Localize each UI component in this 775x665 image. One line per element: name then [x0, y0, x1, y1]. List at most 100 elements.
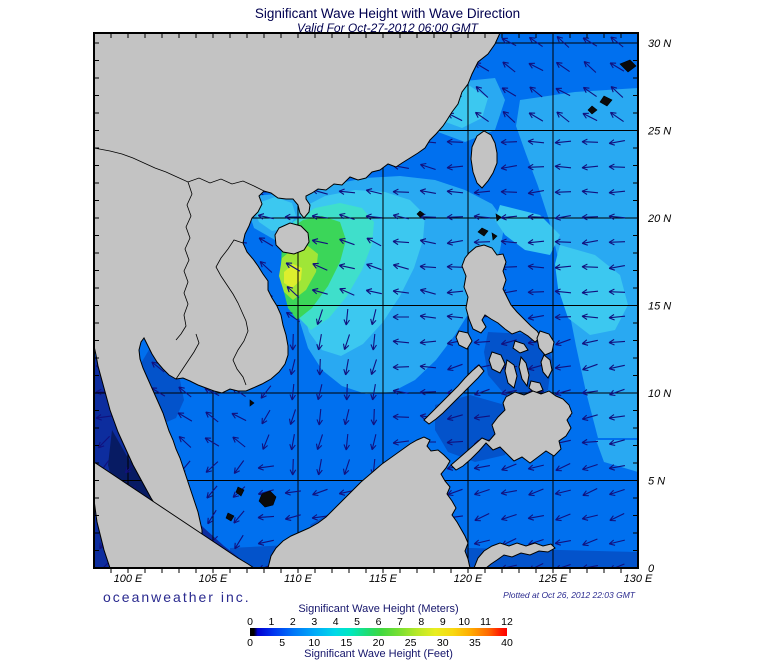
wave-direction-arrow: [284, 213, 301, 221]
map-shape: [461, 244, 542, 343]
wave-direction-arrow: [500, 188, 518, 196]
lon-axis-label: 100 E: [114, 573, 143, 585]
wave-direction-arrow: [554, 489, 571, 496]
wave-direction-arrow: [500, 389, 517, 396]
wave-direction-arrow: [500, 164, 517, 171]
wave-direction-arrow: [419, 388, 437, 396]
wave-direction-arrow: [419, 188, 436, 195]
wave-direction-arrow: [527, 163, 545, 171]
wave-direction-arrow: [370, 434, 377, 451]
wave-direction-arrow: [528, 112, 544, 122]
legend-scale-feet: 0 5 10 15 20 25 30 35 40: [247, 637, 513, 649]
wave-direction-arrow: [473, 213, 491, 220]
wave-direction-arrow: [473, 338, 491, 346]
wave-direction-arrow: [392, 313, 409, 321]
wave-direction-arrow: [581, 164, 599, 171]
wave-direction-arrow: [343, 433, 350, 451]
wave-direction-arrow: [257, 513, 275, 521]
wave-direction-arrow: [556, 35, 570, 48]
feet-tick: 20: [372, 637, 385, 649]
map-shape: [488, 351, 506, 374]
wave-direction-arrow: [339, 287, 355, 296]
wave-direction-arrow: [316, 334, 323, 351]
wave-direction-arrow: [608, 189, 626, 196]
wave-direction-arrow: [608, 139, 625, 146]
wave-direction-arrow: [609, 111, 624, 123]
wave-direction-arrow: [365, 188, 382, 195]
wave-direction-arrow: [366, 262, 382, 271]
lon-axis-label: 120 E: [454, 573, 483, 585]
wave-direction-arrow: [527, 189, 544, 196]
country-borders: [94, 147, 265, 386]
wave-direction-arrow: [419, 263, 437, 271]
wave-direction-arrow: [608, 264, 625, 271]
plotted-timestamp: Plotted at Oct 26, 2012 22:03 GMT: [503, 590, 635, 600]
wave-direction-arrow: [311, 213, 328, 220]
wave-direction-arrow: [392, 338, 410, 345]
wave-direction-arrow: [475, 85, 489, 98]
map-shape: [491, 232, 498, 241]
lon-axis-label: 125 E: [539, 573, 568, 585]
map-shape: [528, 380, 544, 394]
wave-direction-arrow: [258, 237, 274, 247]
wave-direction-arrow: [233, 460, 245, 474]
wave-direction-arrow: [420, 162, 436, 171]
wave-direction-arrow: [392, 238, 410, 246]
wave-direction-arrow: [447, 363, 463, 372]
wave-direction-arrow: [529, 86, 543, 98]
wave-direction-arrow: [316, 384, 323, 401]
meters-tick: 8: [418, 616, 425, 628]
meters-tick: 3: [311, 616, 318, 628]
wave-direction-arrow: [500, 489, 517, 496]
map-shape: [423, 364, 485, 425]
wave-direction-arrow: [608, 314, 626, 321]
wave-direction-arrow: [365, 213, 383, 220]
wave-direction-arrow: [342, 459, 351, 475]
wave-direction-arrow: [419, 363, 437, 370]
wave-direction-arrow: [608, 238, 626, 246]
wave-direction-arrow: [527, 514, 544, 521]
wave-direction-arrow: [260, 385, 272, 399]
lon-axis-label: 105 E: [199, 573, 228, 585]
meters-tick: 6: [375, 616, 382, 628]
lon-axis-label: 130 E: [624, 573, 653, 585]
wave-direction-arrow: [339, 237, 355, 246]
wave-direction-arrow: [343, 308, 350, 326]
wave-direction-arrow: [500, 238, 518, 245]
wave-direction-arrow: [312, 262, 328, 271]
feet-tick: 5: [279, 637, 286, 649]
meters-tick: 4: [332, 616, 339, 628]
wave-direction-arrow: [554, 264, 572, 271]
wave-direction-arrow: [528, 488, 544, 497]
wave-direction-arrow: [446, 263, 464, 271]
legend-title-feet: Significant Wave Height (Feet): [304, 648, 453, 660]
wave-direction-arrow: [446, 289, 464, 296]
wave-direction-arrow: [473, 189, 491, 196]
wave-direction-arrow: [315, 309, 324, 325]
wave-direction-arrow: [419, 339, 437, 346]
wave-direction-arrow: [289, 359, 296, 376]
map-shape: [619, 59, 637, 73]
wave-direction-arrow: [527, 263, 545, 270]
wave-direction-arrow: [608, 464, 625, 471]
wave-direction-arrow: [474, 388, 490, 397]
wave-direction-arrow: [342, 334, 351, 350]
wave-direction-arrow: [446, 239, 463, 246]
meters-tick: 7: [396, 616, 403, 628]
wave-direction-arrow: [581, 414, 598, 421]
wave-direction-arrow: [233, 510, 245, 524]
lat-axis-label: 25 N: [647, 126, 671, 138]
wave-direction-arrow: [259, 260, 273, 273]
map-shape: [450, 390, 573, 471]
map-shape: [255, 197, 296, 231]
map-shape: [540, 354, 553, 379]
wave-direction-arrow: [583, 60, 597, 73]
wave-direction-arrow: [554, 139, 572, 146]
wave-direction-arrow: [284, 514, 301, 521]
wave-direction-arrow: [392, 263, 409, 270]
map-shape: [536, 330, 555, 356]
wave-direction-arrow: [582, 463, 598, 472]
wave-direction-arrow: [608, 338, 626, 346]
wave-direction-arrow: [311, 288, 328, 295]
